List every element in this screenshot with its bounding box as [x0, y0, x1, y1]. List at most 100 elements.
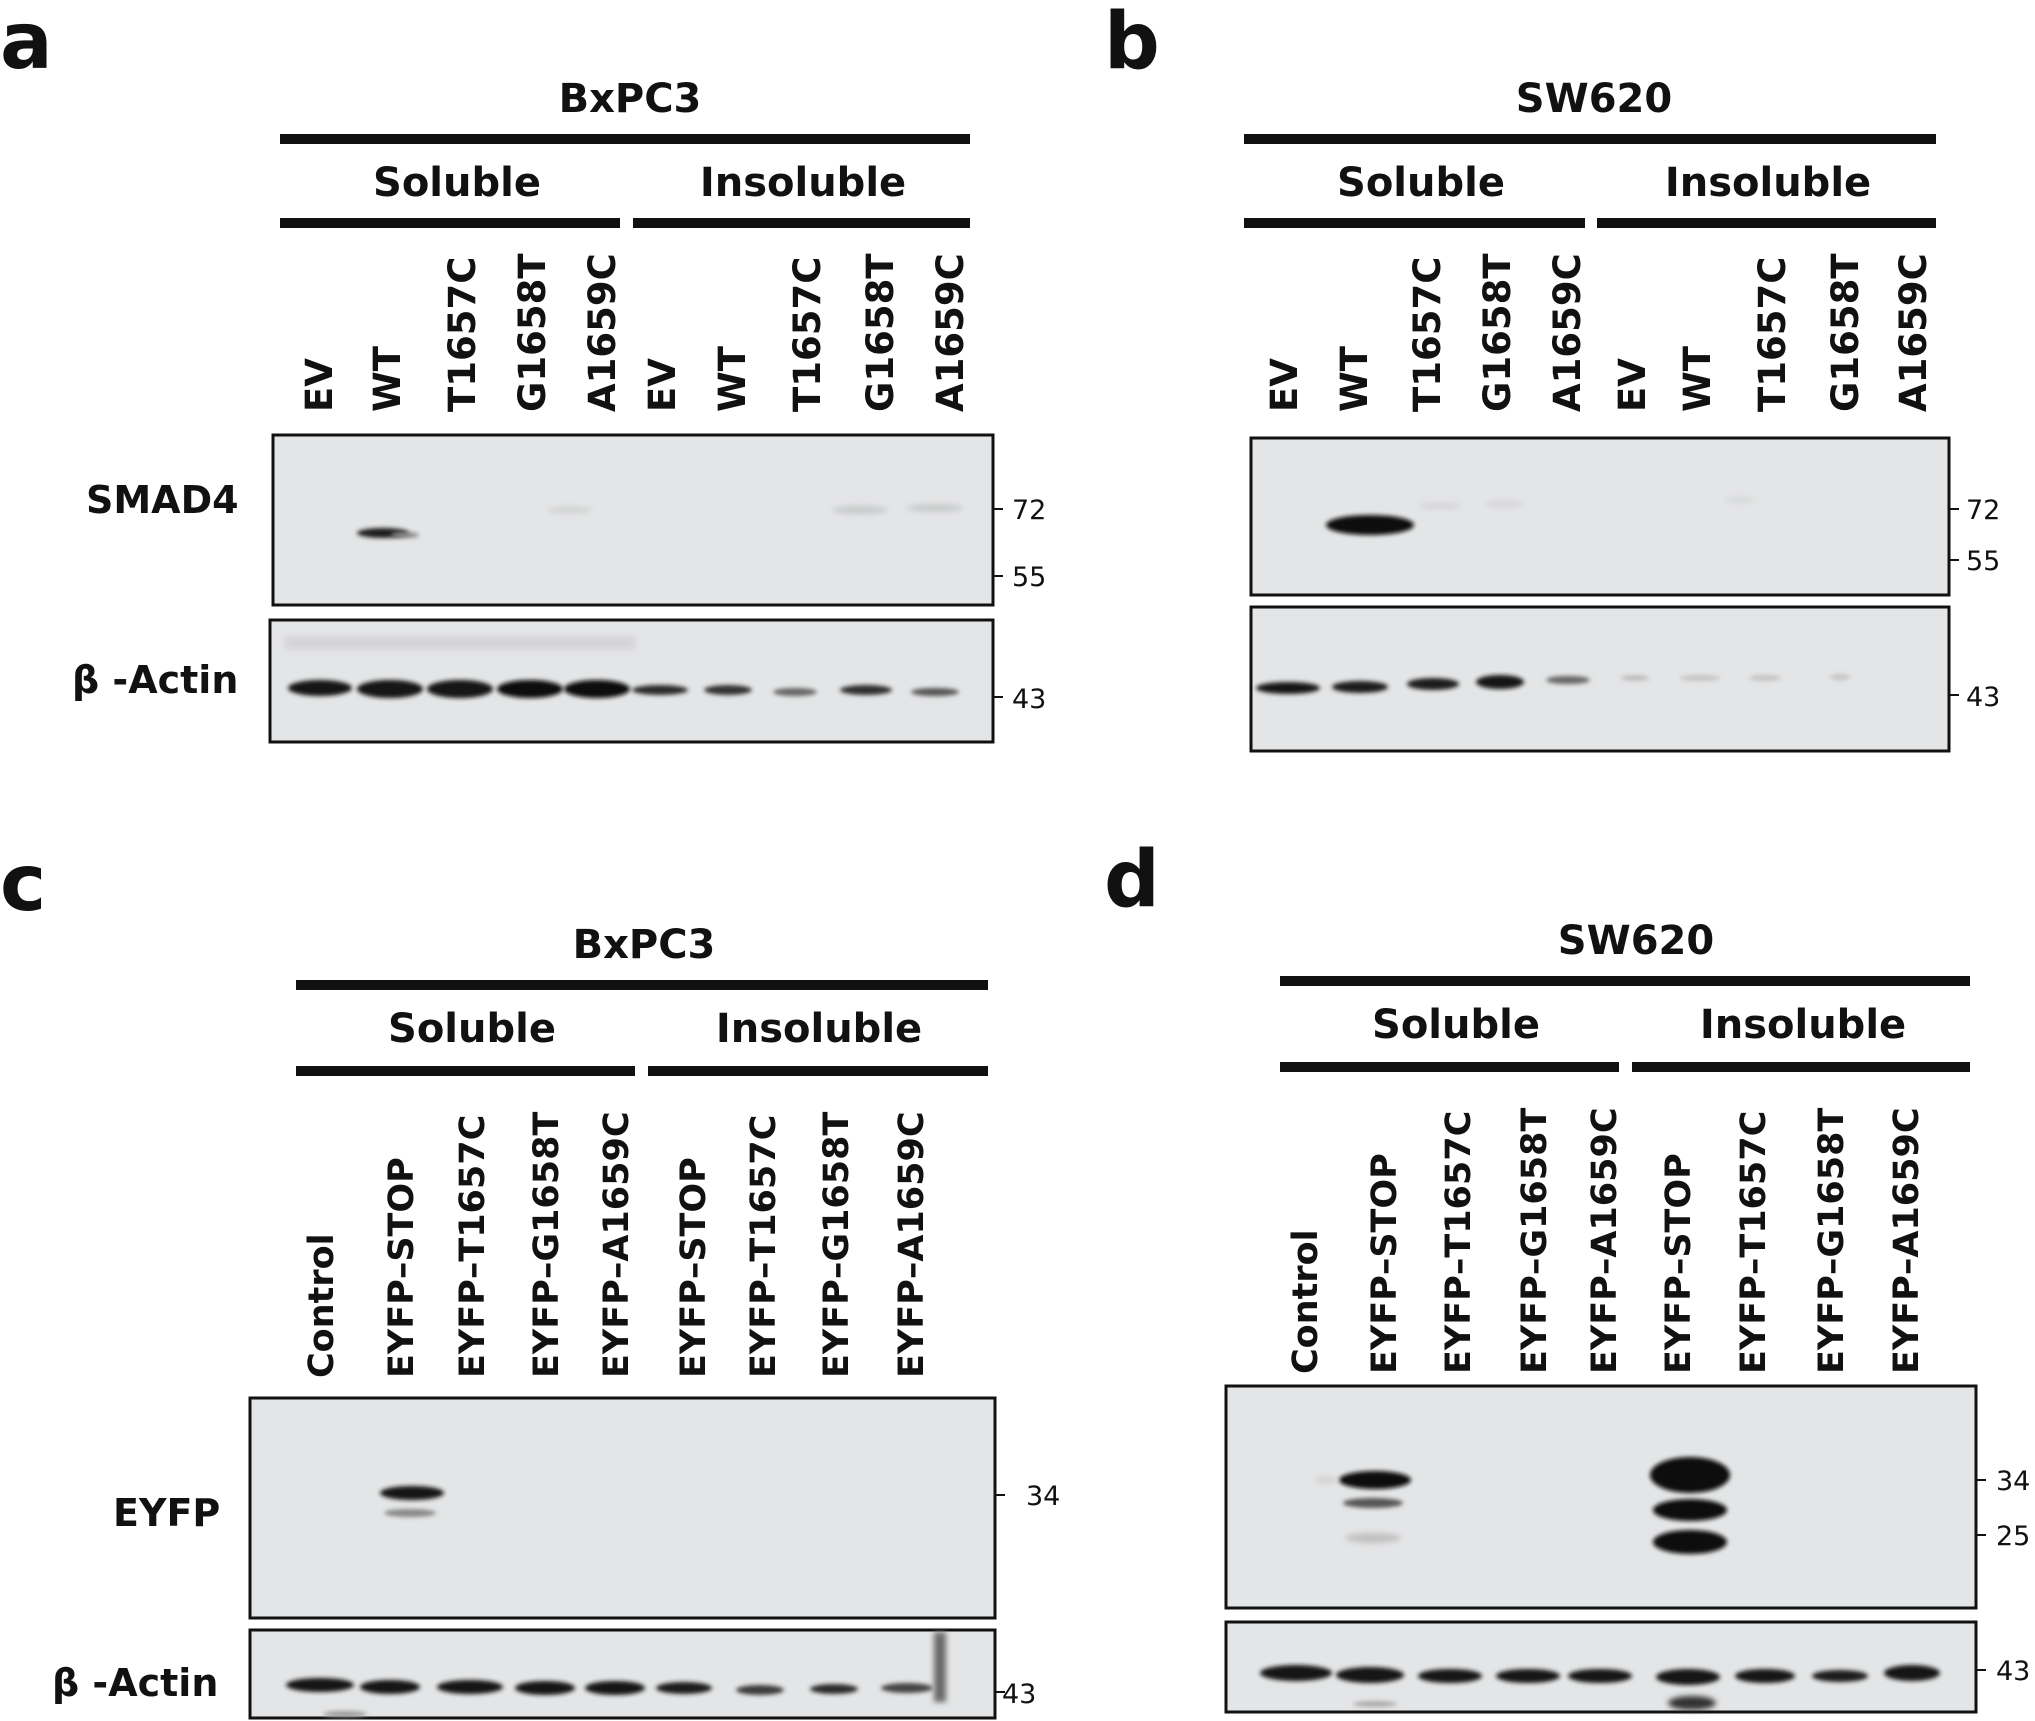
band — [1680, 675, 1720, 681]
mw-marker: 72 — [1012, 495, 1046, 526]
band — [1407, 678, 1459, 690]
lane-label: T1657C — [1406, 257, 1449, 412]
band — [911, 688, 959, 696]
panel-b: b SW620 Soluble Insoluble EV WT T1657C G… — [1104, 0, 2000, 753]
mw-marker: 43 — [1012, 684, 1046, 715]
band — [1749, 675, 1781, 681]
soluble-bar — [1280, 1062, 1619, 1072]
band — [548, 507, 592, 513]
band — [437, 1680, 503, 1694]
band — [1485, 501, 1525, 507]
band — [1546, 676, 1590, 684]
protein-label: SMAD4 — [86, 478, 239, 522]
band — [1724, 497, 1756, 503]
insoluble-bar — [633, 218, 970, 228]
lane-label: A1659C — [929, 253, 972, 412]
fraction-insoluble-label: Insoluble — [716, 1006, 922, 1052]
lane-label: A1659C — [581, 253, 624, 412]
blot-actin: 43 — [1249, 605, 2000, 753]
mw-marker: 55 — [1012, 562, 1046, 593]
band — [1256, 682, 1320, 694]
lane-label: EYFP–T1657C — [453, 1115, 493, 1378]
blot-eyfp: EYFP 34 — [113, 1396, 1060, 1620]
panel-label: a — [0, 0, 53, 87]
band — [1653, 1530, 1727, 1554]
band — [704, 685, 752, 695]
lane-label: T1657C — [1751, 257, 1794, 412]
band — [1476, 675, 1524, 689]
blot-membrane — [1224, 1620, 1978, 1714]
band — [1343, 1498, 1403, 1508]
band — [1884, 1665, 1940, 1681]
band — [1653, 1499, 1727, 1521]
lane-label: EYFP–A1659C — [1887, 1108, 1927, 1375]
cell-line-title: SW620 — [1516, 76, 1672, 122]
band — [1418, 1669, 1482, 1683]
band — [360, 1680, 420, 1694]
lane-label: Control — [302, 1233, 342, 1378]
panel-c: c BxPC3 Soluble Insoluble Control EYFP–S… — [0, 839, 1060, 1720]
cell-line-bar — [296, 980, 988, 990]
band — [380, 1486, 444, 1500]
cell-line-title: SW620 — [1558, 918, 1714, 964]
band — [907, 504, 963, 512]
lane-labels: Control EYFP–STOP EYFP–T1657C EYFP–G1658… — [302, 1112, 932, 1379]
band — [288, 680, 352, 696]
mw-marker: 43 — [1996, 1656, 2030, 1687]
fraction-soluble-label: Soluble — [388, 1006, 556, 1052]
lane-label: WT — [711, 345, 754, 412]
lane-label: G1658T — [511, 253, 554, 412]
cell-line-title: BxPC3 — [573, 922, 716, 968]
lane-label: G1658T — [1476, 253, 1519, 412]
band — [384, 1509, 436, 1517]
blot-smad4: SMAD4 72 55 — [86, 433, 1046, 607]
blot-actin: β -Actin 43 — [72, 618, 1046, 744]
lane-label: EYFP–T1657C — [1734, 1111, 1774, 1374]
band — [286, 1678, 354, 1692]
band — [832, 506, 888, 514]
band — [632, 685, 688, 695]
background-smear — [285, 636, 635, 650]
blot-eyfp: 34 25 — [1224, 1384, 2030, 1610]
membrane-artifact — [1353, 1701, 1397, 1707]
band — [427, 680, 493, 698]
lane-label: EYFP–A1659C — [1585, 1108, 1625, 1375]
lane-label: EYFP–G1658T — [817, 1112, 857, 1378]
lane-label: G1658T — [859, 253, 902, 412]
lane-label: G1658T — [1824, 253, 1867, 412]
band — [773, 688, 817, 696]
band — [1568, 1669, 1632, 1683]
lane-labels: Control EYFP–STOP EYFP–T1657C EYFP–G1658… — [1286, 1108, 1927, 1375]
band — [497, 680, 563, 698]
panel-label: c — [0, 839, 46, 929]
lane-labels: EV WT T1657C G1658T A1659C EV WT T1657C … — [1263, 253, 1935, 412]
fraction-soluble-label: Soluble — [1337, 160, 1505, 206]
insoluble-bar — [648, 1066, 988, 1076]
fraction-soluble-label: Soluble — [1372, 1002, 1540, 1048]
mw-marker: 25 — [1996, 1521, 2030, 1552]
blot-actin: 43 — [1224, 1620, 2030, 1714]
band — [1345, 1533, 1401, 1543]
cell-line-bar — [280, 134, 970, 144]
lane-label: T1657C — [786, 257, 829, 412]
cell-line-bar — [1244, 134, 1936, 144]
blot-membrane — [248, 1396, 997, 1620]
lane-label: EYFP–STOP — [1659, 1153, 1699, 1374]
mw-marker: 43 — [1002, 1679, 1036, 1710]
blot-actin: β -Actin 43 — [52, 1628, 1036, 1720]
band — [840, 685, 892, 695]
band — [1735, 1669, 1795, 1683]
lane-label: WT — [1676, 345, 1719, 412]
band — [1496, 1669, 1560, 1683]
band — [1830, 674, 1850, 680]
blot-membrane — [248, 1628, 997, 1720]
cell-line-bar — [1280, 976, 1970, 986]
soluble-bar — [1244, 218, 1585, 228]
band — [1339, 1471, 1411, 1489]
lane-label: EV — [1611, 358, 1654, 412]
band — [1621, 675, 1649, 681]
membrane-artifact — [934, 1632, 946, 1702]
band — [1332, 681, 1388, 693]
fraction-insoluble-label: Insoluble — [700, 160, 906, 206]
